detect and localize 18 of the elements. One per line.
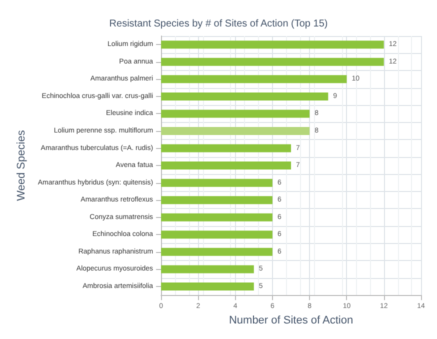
bar <box>161 144 292 152</box>
bar <box>161 265 254 274</box>
bar <box>161 75 347 84</box>
bar <box>161 178 272 187</box>
chart-title: Resistant Species by # of Sites of Action (Top 15) <box>109 18 328 30</box>
bar <box>161 196 272 204</box>
x-axis-title: Number of Sites of Action <box>228 314 354 326</box>
bar <box>161 230 272 239</box>
bar <box>161 92 328 100</box>
bar <box>161 40 384 49</box>
bar <box>161 162 292 170</box>
bar <box>161 213 272 222</box>
bar <box>161 110 310 118</box>
bar <box>161 282 254 290</box>
bar <box>161 58 384 66</box>
bar <box>161 127 310 136</box>
bar <box>161 248 272 256</box>
y-axis-title: Weed Species <box>16 130 28 201</box>
